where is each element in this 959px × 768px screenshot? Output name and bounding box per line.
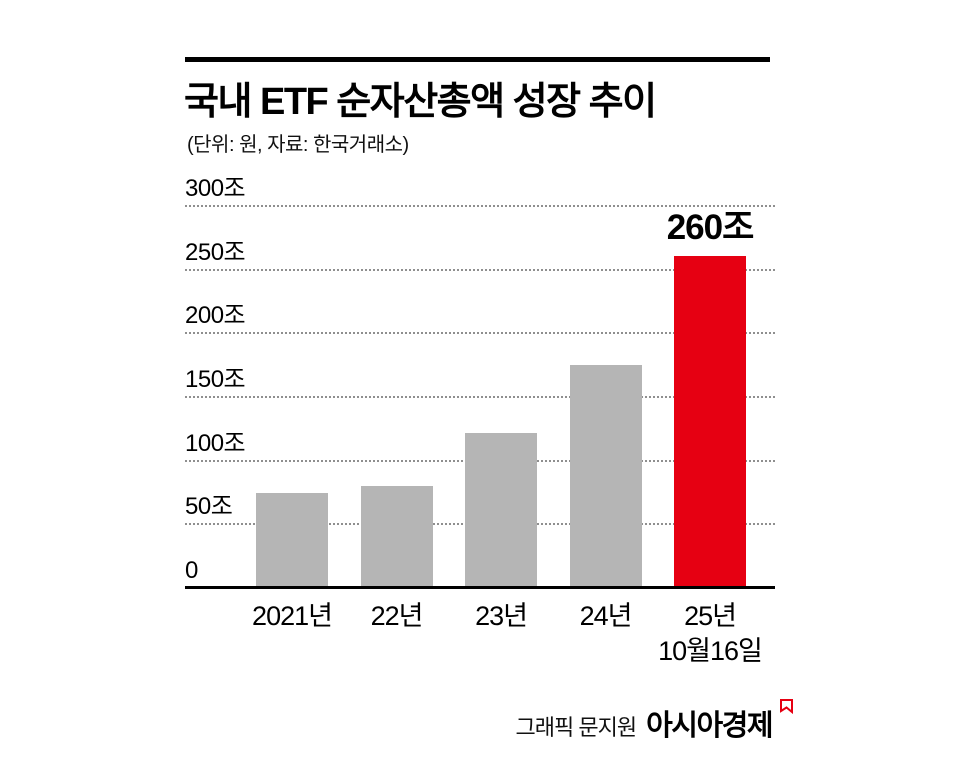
bar-24년 [569, 365, 642, 587]
gridline-250 [185, 268, 775, 271]
x-axis-line [185, 586, 775, 589]
bar-22년 [360, 486, 433, 587]
bar-2021년 [256, 492, 328, 587]
bar-25년 [674, 255, 746, 587]
brand-logo: 아시아경제 [646, 710, 773, 742]
gridline-300 [185, 205, 775, 207]
bar-value-label: 260조 [666, 207, 755, 247]
y-tick-label: 200조 [185, 302, 246, 330]
chart-title: 국내 ETF 순자산총액 성장 추이 [184, 81, 657, 123]
bar-23년 [465, 432, 537, 587]
credit-text: 그래픽 문지원 [515, 715, 638, 740]
x-tick-label: 2021년 [252, 601, 333, 631]
top-rule [185, 57, 770, 62]
x-tick-label: 24년 [579, 601, 633, 631]
x-tick-label: 22년 [370, 601, 424, 631]
y-tick-label: 50조 [185, 493, 233, 521]
bar-chart: 300조 250조 200조 150조 100조 50조 0 260조 2021년 22년 23… [185, 175, 775, 666]
gridline-200 [185, 332, 775, 335]
chart-subtitle: (단위: 원, 자료: 한국거래소) [187, 134, 409, 156]
bars-layer: 260조 [185, 205, 775, 587]
brand-mark-icon [780, 699, 793, 714]
y-tick-label: 300조 [185, 175, 246, 202]
x-tick-label: 23년 [475, 601, 528, 631]
x-axis-labels: 2021년 22년 23년 24년 25년 10월16일 [185, 599, 775, 689]
y-tick-label: 0 [185, 557, 198, 584]
y-tick-label: 100조 [185, 429, 246, 457]
credit-line: 그래픽 문지원 아시아경제 [515, 699, 793, 744]
gridline-150 [185, 396, 775, 398]
y-tick-label: 150조 [185, 366, 246, 393]
x-tick-label: 25년 10월16일 [658, 601, 763, 667]
y-tick-label: 250조 [185, 238, 246, 266]
